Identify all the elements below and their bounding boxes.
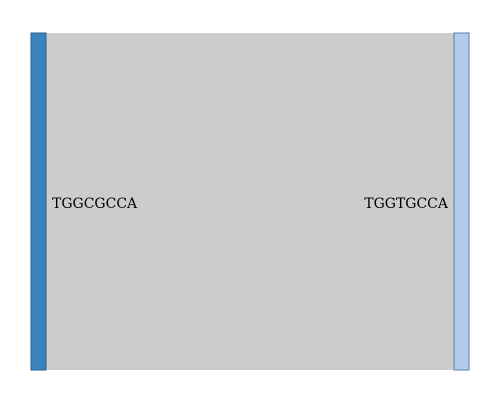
flow-link <box>46 33 454 370</box>
node-label-left: TGGCGCCA <box>52 196 138 212</box>
node-label-right: TGGTGCCA <box>364 196 449 212</box>
node-bar-right <box>453 32 470 371</box>
node-bar-left <box>30 32 47 371</box>
